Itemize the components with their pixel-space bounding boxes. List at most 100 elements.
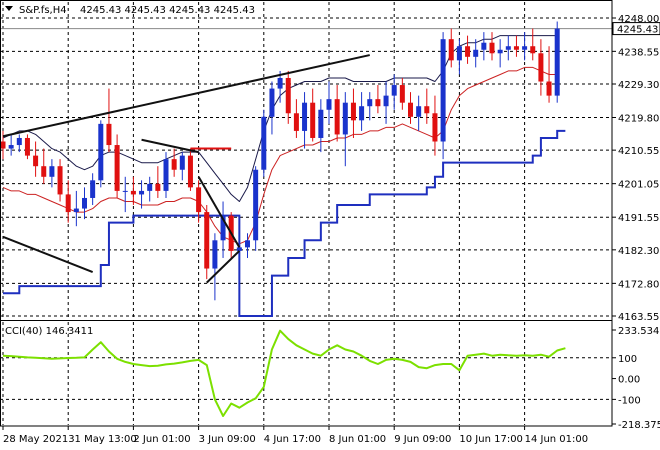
candle-body bbox=[98, 123, 104, 181]
candle-body bbox=[342, 102, 348, 135]
candle-body bbox=[302, 102, 308, 131]
candle-body bbox=[489, 42, 495, 54]
cci-axis-label: 0.00 bbox=[618, 375, 640, 386]
candle-body bbox=[73, 208, 79, 213]
plot-frame bbox=[0, 0, 613, 427]
candle-body bbox=[318, 109, 324, 138]
trend-line bbox=[2, 235, 94, 273]
price-axis-label: 4210.55 bbox=[618, 146, 659, 157]
candle-body bbox=[513, 46, 519, 50]
candle-body bbox=[432, 113, 438, 142]
candle-body bbox=[293, 113, 299, 131]
candle-body bbox=[155, 183, 161, 191]
price-axis-label: 4201.05 bbox=[618, 180, 659, 191]
price-axis-label: 4229.30 bbox=[618, 80, 659, 91]
candle-body bbox=[399, 85, 405, 103]
current-price-box bbox=[612, 22, 660, 36]
candle-body bbox=[24, 137, 30, 156]
price-axis-label: 4182.30 bbox=[618, 246, 659, 257]
candle-body bbox=[350, 102, 356, 121]
candle-body bbox=[163, 159, 169, 191]
trend-line bbox=[197, 176, 241, 248]
time-axis-label: 31 May 13:00 bbox=[68, 434, 137, 445]
time-axis-label: 10 Jun 17:00 bbox=[459, 434, 523, 445]
candle-body bbox=[408, 102, 413, 117]
collapse-triangle-icon[interactable] bbox=[5, 6, 13, 11]
candle-body bbox=[481, 42, 487, 50]
candle-body bbox=[139, 190, 145, 195]
cci-axis-label: -100 bbox=[618, 395, 641, 406]
candle-body bbox=[269, 88, 275, 117]
cci-label: CCI(40) 146.3411 bbox=[5, 326, 93, 337]
trend-line bbox=[206, 250, 241, 284]
candle-body bbox=[359, 106, 365, 121]
price-panel bbox=[0, 0, 612, 318]
trend-line bbox=[141, 138, 199, 154]
candle-body bbox=[448, 39, 454, 61]
cci-axis: 233.5348 100 0.00 -100 -218.3753 bbox=[612, 326, 660, 431]
candle-body bbox=[212, 240, 218, 269]
candle-body bbox=[236, 247, 242, 251]
time-axis-label: 3 Jun 09:00 bbox=[199, 434, 256, 445]
cci-line bbox=[2, 329, 566, 417]
candle-body bbox=[391, 85, 397, 96]
candle-body bbox=[326, 99, 332, 110]
stop-line bbox=[3, 129, 566, 317]
price-axis-label: 4219.80 bbox=[618, 114, 659, 125]
cci-grid bbox=[0, 322, 612, 425]
candle-body bbox=[130, 190, 136, 195]
cci-axis-label: 100 bbox=[618, 354, 637, 365]
candle-body bbox=[114, 145, 120, 191]
price-grid bbox=[0, 2, 612, 318]
cci-series bbox=[2, 329, 566, 417]
trend-line bbox=[2, 54, 370, 138]
price-axis-label: 4238.55 bbox=[618, 47, 659, 58]
time-axis-label: 8 Jun 01:00 bbox=[329, 434, 386, 445]
candle-body bbox=[196, 187, 202, 213]
price-axis-label: 4248.00 bbox=[618, 14, 659, 25]
candle-body bbox=[383, 95, 389, 107]
candles bbox=[0, 21, 560, 301]
price-axis-label: 4172.80 bbox=[618, 279, 659, 290]
candle-body bbox=[220, 215, 226, 241]
cci-name: CCI(40) bbox=[5, 326, 43, 337]
candle-body bbox=[49, 166, 55, 177]
cci-axis-label: -218.3753 bbox=[618, 420, 660, 431]
candle-body bbox=[416, 106, 422, 117]
chart-symbol: S&P.fs,H4 bbox=[19, 5, 67, 16]
time-axis: 28 May 2021 31 May 13:002 Jun 01:00 3 Jun … bbox=[2, 426, 589, 445]
candle-body bbox=[530, 46, 536, 54]
candle-body bbox=[522, 46, 528, 50]
time-axis-label: 14 Jun 01:00 bbox=[525, 434, 589, 445]
candle-body bbox=[473, 49, 479, 57]
candle-body bbox=[554, 28, 560, 96]
candle-body bbox=[285, 77, 291, 114]
cci-value: 146.3411 bbox=[46, 326, 94, 337]
candle-body bbox=[505, 46, 511, 50]
candle-body bbox=[16, 137, 22, 146]
candle-body bbox=[310, 102, 316, 138]
candle-body bbox=[122, 190, 128, 192]
candle-body bbox=[424, 106, 430, 114]
price-axis: 4248.00 4238.55 4229.30 4219.80 4210.55 4201.… bbox=[612, 14, 659, 323]
candle-body bbox=[497, 49, 503, 54]
candle-body bbox=[0, 141, 6, 149]
candle-body bbox=[261, 116, 267, 170]
price-axis-label: 4191.55 bbox=[618, 213, 659, 224]
candle-body bbox=[367, 99, 373, 107]
price-axis-label: 4163.55 bbox=[618, 312, 659, 323]
candle-body bbox=[440, 39, 446, 142]
candle-body bbox=[147, 183, 153, 191]
candle-body bbox=[41, 166, 47, 177]
lower-band-line bbox=[2, 66, 558, 245]
candle-body bbox=[456, 46, 462, 61]
current-price-value: 4245.43 bbox=[617, 25, 658, 36]
time-axis-label: 9 Jun 09:00 bbox=[394, 434, 451, 445]
candle-body bbox=[90, 180, 96, 198]
time-axis-label: 28 May 2021 bbox=[3, 434, 68, 445]
candle-body bbox=[187, 155, 193, 188]
candle-body bbox=[65, 194, 71, 213]
cci-axis-label: 233.5348 bbox=[618, 326, 660, 337]
candle-body bbox=[57, 166, 63, 195]
